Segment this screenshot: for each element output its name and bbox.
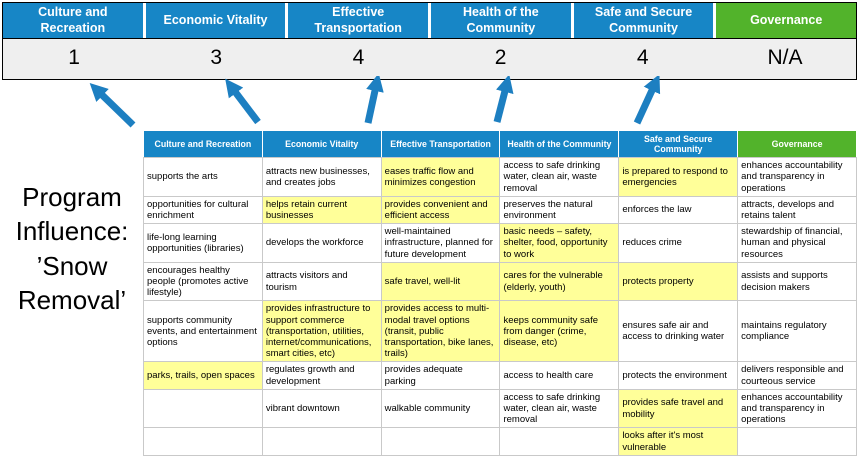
table-cell: access to health care [499,361,620,390]
table-cell: basic needs – safety, shelter, food, opp… [499,223,620,263]
table-cell: reduces crime [618,223,739,263]
table-column-header: Economic Vitality [261,129,382,159]
score-column-header: Safe and Secure Community [573,3,714,39]
table-cell: maintains regulatory compliance [737,300,857,363]
score-value: N/A [767,46,803,70]
table-cell: develops the workforce [261,223,382,263]
table-cell: access to safe drinking water, clean air… [499,388,620,429]
up-arrow [633,76,661,125]
table-cell: parks, trails, open spaces [143,361,263,390]
score-column-header: Culture and Recreation [3,3,143,39]
table-cell: safe travel, well-lit [380,261,501,302]
table-cell: assists and supports decision makers [737,261,857,302]
table-cell: access to safe drinking water, clean air… [499,157,620,197]
table-cell: provides convenient and efficient access [380,195,501,225]
table-cell: protects property [618,261,739,302]
table-cell: walkable community [380,388,501,429]
table-cell: keeps community safe from danger (crime,… [499,300,620,363]
table-row: supports the arts attracts new businesses… [143,157,857,197]
table-column-header: Governance [737,129,857,159]
table-cell: attracts, develops and retains talent [737,195,857,225]
table-cell: is prepared to respond to emergencies [618,157,739,197]
table-cell: provides infrastructure to support comme… [261,300,382,363]
table-row: parks, trails, open spaces regulates grow… [143,361,857,390]
arrows-overlay [89,76,661,128]
score-column-header: Effective Transportation [288,3,429,39]
table-cell: provides adequate parking [380,361,501,390]
table-cell: life-long learning opportunities (librar… [143,223,263,263]
table-cell [143,388,263,429]
table-cell: attracts visitors and tourism [261,261,382,302]
table-cell [143,427,263,456]
table-cell: provides safe travel and mobility [618,388,739,429]
score-value: 2 [494,46,507,70]
table-cell: regulates growth and development [261,361,382,390]
table-cell: provides access to multi-modal travel op… [380,300,501,363]
influence-table-head: Culture and Recreation Economic Vitality E… [143,129,857,159]
up-arrow [364,76,384,124]
influence-table: Culture and Recreation Economic Vitality E… [143,129,857,456]
table-column-header: Health of the Community [499,129,620,159]
table-header-row: Culture and Recreation Economic Vitality E… [143,129,857,159]
table-cell [261,427,382,456]
table-cell: enforces the law [618,195,739,225]
score-column-header: Economic Vitality [145,3,286,39]
table-cell: supports community events, and entertain… [143,300,263,363]
up-arrow [225,78,261,125]
table-column-header: Culture and Recreation [143,129,263,159]
table-cell: vibrant downtown [261,388,382,429]
table-cell [380,427,501,456]
table-cell: opportunities for cultural enrichment [143,195,263,225]
table-column-header: Safe and Secure Community [618,129,739,159]
program-title: Program Influence: ’Snow Removal’ [15,182,129,315]
table-cell: protects the environment [618,361,739,390]
table-cell: looks after it's most vulnerable [618,427,739,456]
score-value: 3 [210,46,223,70]
score-value: 1 [68,46,80,70]
table-row: supports community events, and entertain… [143,300,857,363]
up-arrow [493,76,514,123]
table-cell [737,427,857,456]
table-cell: enhances accountability and transparency… [737,157,857,197]
table-cell: preserves the natural environment [499,195,620,225]
score-column-header: Health of the Community [431,3,571,39]
up-arrow [89,82,136,128]
table-cell: stewardship of financial, human and phys… [737,223,857,263]
table-cell: helps retain current businesses [261,195,382,225]
table-cell: well-maintained infrastructure, planned … [380,223,501,263]
table-row: encourages healthy people (promotes acti… [143,261,857,302]
table-cell: supports the arts [143,157,263,197]
table-cell: delivers responsible and courteous servi… [737,361,857,390]
score-value: 4 [352,46,365,70]
table-column-header: Effective Transportation [380,129,501,159]
table-cell: enhances accountability and transparency… [737,388,857,429]
score-panel: Culture and Recreation Economic Vitality E… [2,2,857,81]
table-row: opportunities for cultural enrichment hel… [143,195,857,225]
table-cell: eases traffic flow and minimizes congest… [380,157,501,197]
table-cell: ensures safe air and access to drinking … [618,300,739,363]
score-value: 4 [636,46,649,70]
table-cell: cares for the vulnerable (elderly, youth… [499,261,620,302]
table-cell: attracts new businesses, and creates job… [261,157,382,197]
table-row: looks after it's most vulnerable [143,427,857,456]
table-cell [499,427,620,456]
table-row: life-long learning opportunities (librar… [143,223,857,263]
influence-table-body: supports the arts attracts new businesses… [143,157,857,456]
score-panel-headers: Culture and Recreation Economic Vitality E… [3,3,857,39]
score-column-header: Governance [716,3,857,39]
table-cell: encourages healthy people (promotes acti… [143,261,263,302]
table-row: vibrant downtown walkable community access… [143,388,857,429]
score-panel-values: 1 3 4 2 4 N/A [3,38,856,80]
